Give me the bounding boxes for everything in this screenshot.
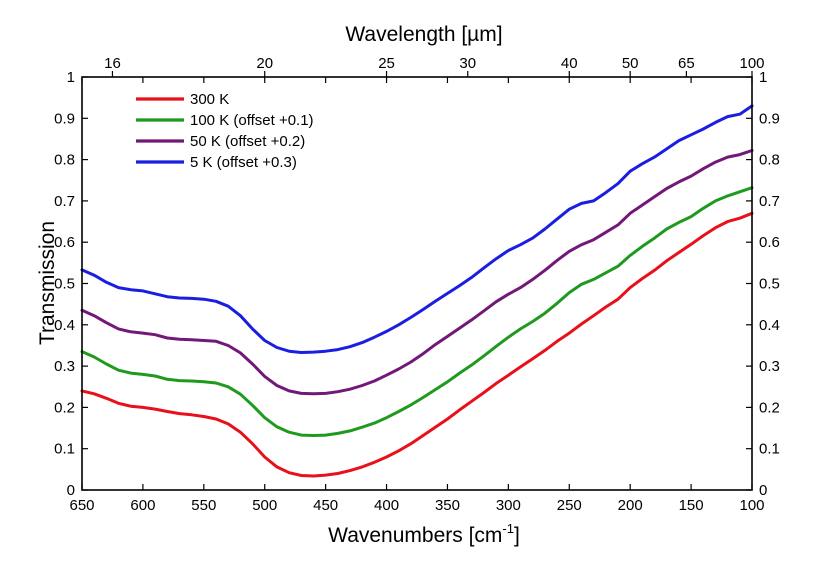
y-tick-label-right: 0: [759, 482, 767, 499]
plot-frame: [81, 76, 753, 491]
series-line-1: [80, 211, 754, 478]
y-tick-label-right: 0.9: [759, 110, 780, 127]
legend-label: 50 K (offset +0.2): [190, 133, 305, 150]
y-tick-label-left: 1: [67, 69, 75, 86]
top-tick-label: 40: [561, 55, 578, 72]
y-tick-label-right: 0.6: [759, 234, 780, 251]
y-tick-label-right: 1: [759, 69, 767, 86]
x-tick-label: 650: [69, 497, 94, 514]
x-tick-label: 350: [435, 497, 460, 514]
top-tick-label: 50: [622, 55, 639, 72]
x-tick-label: 300: [496, 497, 521, 514]
y-tick-label-left: 0.4: [54, 317, 75, 334]
top-tick-label: 25: [378, 55, 395, 72]
bottom-axis-title-main: Wavenumbers [cm: [328, 524, 502, 547]
x-tick-label: 100: [739, 497, 764, 514]
y-axis-title: Transmission: [36, 221, 59, 345]
series-line-4: [80, 104, 754, 354]
y-tick-label-left: 0: [67, 482, 75, 499]
y-tick-label-left: 0.7: [54, 193, 75, 210]
y-tick-label-right: 0.3: [759, 358, 780, 375]
legend: 300 K 100 K (offset +0.1) 50 K (offset +0.…: [136, 91, 314, 171]
plot-lines: [80, 104, 754, 478]
y-tick-label-right: 0.7: [759, 193, 780, 210]
top-tick-label: 100: [739, 55, 764, 72]
x-tick-label: 200: [618, 497, 643, 514]
y-tick-label-right: 0.8: [759, 152, 780, 169]
bottom-axis-title: Wavenumbers [cm-1]: [328, 521, 520, 547]
x-tick-label: 600: [130, 497, 155, 514]
legend-label: 300 K: [190, 91, 229, 108]
y-tick-label-right: 0.4: [759, 317, 780, 334]
x-tick-label: 500: [252, 497, 277, 514]
bottom-axis-title-end: ]: [514, 524, 520, 547]
y-tick-label-right: 0.5: [759, 276, 780, 293]
bottom-axis-title-sup: -1: [502, 521, 514, 536]
y-tick-label-left: 0.3: [54, 358, 75, 375]
top-tick-label: 16: [104, 55, 121, 72]
y-tick-label-left: 0.6: [54, 234, 75, 251]
x-tick-label: 250: [557, 497, 582, 514]
y-tick-label-left: 0.9: [54, 110, 75, 127]
x-tick-label: 550: [191, 497, 216, 514]
top-tick-label: 65: [678, 55, 695, 72]
top-tick-label: 30: [459, 55, 476, 72]
legend-label: 100 K (offset +0.1): [190, 112, 314, 129]
legend-label: 5 K (offset +0.3): [190, 154, 297, 171]
y-tick-label-right: 0.1: [759, 441, 780, 458]
x-tick-label: 150: [679, 497, 704, 514]
y-tick-label-left: 0.5: [54, 276, 75, 293]
series-line-2: [80, 186, 754, 437]
y-tick-label-left: 0.8: [54, 152, 75, 169]
y-tick-label-right: 0.2: [759, 399, 780, 416]
x-tick-label: 400: [374, 497, 399, 514]
y-tick-label-left: 0.2: [54, 399, 75, 416]
series-line-3: [80, 149, 754, 396]
top-tick-label: 20: [256, 55, 273, 72]
top-axis-title: Wavelength [µm]: [345, 23, 502, 46]
y-tick-label-left: 0.1: [54, 441, 75, 458]
x-tick-label: 450: [313, 497, 338, 514]
